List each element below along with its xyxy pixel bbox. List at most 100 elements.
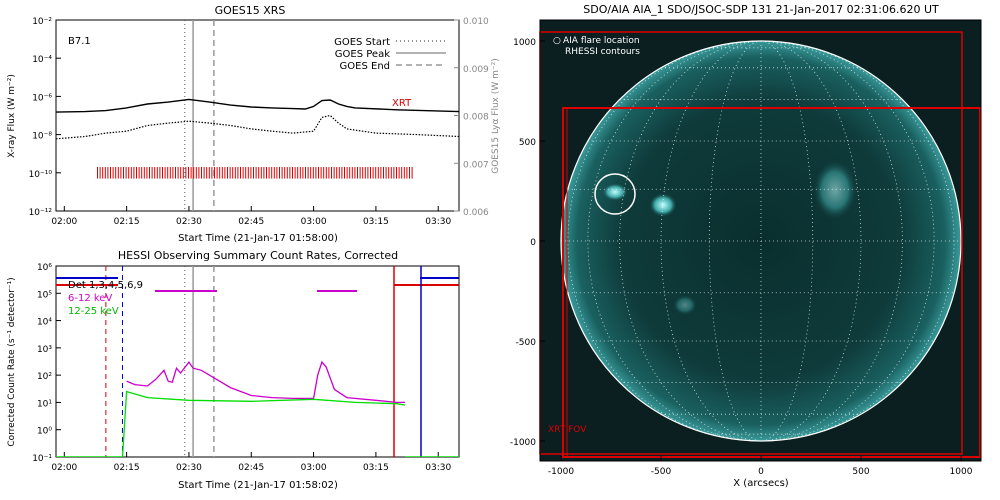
hessi-x-tick-label: 03:00 bbox=[301, 463, 327, 473]
legend-goes-peak-label: GOES Peak bbox=[335, 49, 390, 60]
goes-event-markers bbox=[184, 20, 215, 211]
goes-series bbox=[56, 98, 459, 140]
goes-xrs-panel: GOES15 XRS B7.1 10⁻¹²10⁻¹⁰10⁻⁸10⁻⁶10⁻⁴10… bbox=[7, 4, 501, 244]
goes-y-axis: 10⁻¹² 10⁻¹⁰ 10⁻⁸ 10⁻⁶ 10⁻⁴ 10⁻² bbox=[29, 17, 61, 218]
xrt-fov-box bbox=[562, 107, 981, 458]
legend-6-12-label: 6-12 keV bbox=[68, 293, 112, 304]
aia-x-label: X (arcsecs) bbox=[733, 478, 789, 489]
grid-longitude-line bbox=[567, 40, 762, 442]
goes-y-right-axis: 0.006 0.007 0.008 0.009 0.010 bbox=[454, 17, 489, 218]
hessi-y-tick-label: 10² bbox=[37, 372, 52, 382]
grid-longitude-line bbox=[619, 40, 762, 442]
legend-goes-start-label: GOES Start bbox=[334, 37, 390, 48]
aia-y-tick-label: 500 bbox=[519, 138, 536, 148]
grid-longitude-line bbox=[587, 40, 762, 442]
goes-plot-frame bbox=[55, 19, 460, 212]
hessi-x-tick-label: 03:15 bbox=[363, 463, 389, 473]
goes-y-right-tick-label: 0.007 bbox=[463, 160, 489, 170]
aia-flare-location-circle bbox=[594, 173, 636, 215]
xrt-label: XRT bbox=[392, 98, 412, 109]
aia-y-tick-label: 1000 bbox=[513, 38, 536, 48]
goes-x-axis: 02:00 02:15 02:30 02:45 03:00 03:15 03:30 bbox=[51, 206, 451, 227]
goes-x-tick-label: 02:00 bbox=[51, 217, 77, 227]
goes-y-tick-label: 10⁻¹⁰ bbox=[29, 170, 53, 180]
aia-x-tick-label: -1000 bbox=[548, 467, 574, 477]
aia-legend-symbol: ○ bbox=[553, 36, 561, 46]
grid-longitude-line bbox=[760, 40, 935, 442]
aia-title: SDO/AIA AIA_1 SDO/JSOC-SDP 131 21-Jan-20… bbox=[583, 3, 939, 16]
hessi-y-tick-label: 10⁰ bbox=[37, 427, 52, 437]
goes-x-tick-label: 02:45 bbox=[238, 217, 264, 227]
hessi-x-tick-label: 02:00 bbox=[51, 463, 77, 473]
hessi-x-axis: 02:00 02:15 02:30 02:45 03:00 03:15 03:30 bbox=[51, 452, 451, 473]
legend-goes-end-label: GOES End bbox=[340, 61, 390, 72]
hessi-plot-frame bbox=[55, 265, 460, 458]
hessi-x-tick-label: 02:15 bbox=[114, 463, 140, 473]
hessi-x-label: Start Time (21-Jan-17 01:58:02) bbox=[178, 480, 338, 491]
xrt-observation-ticks bbox=[97, 167, 413, 179]
hessi-y-tick-label: 10¹ bbox=[37, 399, 52, 409]
hessi-y-tick-label: 10³ bbox=[37, 345, 52, 355]
goes-x-tick-label: 03:00 bbox=[301, 217, 327, 227]
grid-longitude-line bbox=[760, 40, 955, 442]
hessi-x-tick-label: 02:30 bbox=[176, 463, 202, 473]
sun-limb bbox=[560, 40, 962, 442]
goes-y-right-tick-label: 0.006 bbox=[463, 208, 489, 218]
hessi-y-label: Corrected Count Rate (s⁻¹ detector⁻¹) bbox=[7, 277, 17, 446]
goes-y-right-label: GOES15 Lyα Flux (W m⁻²) bbox=[491, 58, 501, 174]
aia-y-tick-label: 0 bbox=[530, 238, 536, 248]
aia-x-axis: -1000 -500 0 500 1000 bbox=[548, 456, 973, 477]
goes-x-tick-label: 03:15 bbox=[363, 217, 389, 227]
hessi-series bbox=[56, 360, 459, 457]
hessi-x-tick-label: 02:45 bbox=[238, 463, 264, 473]
goes-x-label: Start Time (21-Jan-17 01:58:00) bbox=[178, 233, 338, 244]
legend-12-25-label: 12-25 keV bbox=[68, 306, 119, 317]
aia-legend-rhessi-contours: RHESSI contours bbox=[565, 47, 640, 57]
goes-panel-label: B7.1 bbox=[68, 36, 91, 47]
goes-series-solid bbox=[56, 98, 459, 113]
goes-legend: GOES Start GOES Peak GOES End bbox=[334, 37, 446, 72]
aia-y-axis: 1000 500 0 -500 -1000 bbox=[510, 38, 545, 448]
goes-y-tick-label: 10⁻² bbox=[32, 17, 52, 27]
goes-y-tick-label: 10⁻⁶ bbox=[32, 93, 52, 103]
goes-y-tick-label: 10⁻¹² bbox=[29, 208, 53, 218]
hessi-x-tick-label: 03:30 bbox=[425, 463, 451, 473]
aia-x-tick-label: 500 bbox=[852, 467, 869, 477]
goes-x-tick-label: 03:30 bbox=[425, 217, 451, 227]
goes-title: GOES15 XRS bbox=[215, 4, 286, 17]
goes-y-right-tick-label: 0.010 bbox=[463, 17, 489, 27]
hessi-y-tick-label: 10⁴ bbox=[37, 318, 52, 328]
grid-longitude-line bbox=[760, 40, 903, 442]
active-region-2 bbox=[813, 160, 857, 220]
hessi-y-axis: 10⁻¹ 10⁰ 10¹ 10² 10³ 10⁴ 10⁵ 10⁶ bbox=[32, 263, 61, 464]
active-region-1 bbox=[649, 193, 677, 217]
heliographic-grid bbox=[561, 40, 961, 442]
aia-x-tick-label: 0 bbox=[758, 467, 764, 477]
aia-y-tick-label: -500 bbox=[516, 338, 537, 348]
hessi-y-tick-label: 10⁶ bbox=[37, 263, 52, 273]
xrt-fov-label: XRT FOV bbox=[548, 425, 587, 435]
aia-x-tick-label: -500 bbox=[651, 467, 672, 477]
hessi-event-markers bbox=[105, 266, 215, 457]
hessi-y-tick-label: 10⁻¹ bbox=[32, 454, 52, 464]
goes-y-right-tick-label: 0.009 bbox=[463, 65, 489, 75]
hessi-title: HESSI Observing Summary Count Rates, Cor… bbox=[118, 249, 398, 262]
hessi-panel: HESSI Observing Summary Count Rates, Cor… bbox=[7, 249, 460, 491]
goes-y-tick-label: 10⁻⁴ bbox=[32, 55, 52, 65]
goes-y-label: X-ray Flux (W m⁻²) bbox=[7, 74, 17, 158]
active-region-3 bbox=[673, 295, 697, 315]
flare-brightening bbox=[602, 183, 628, 201]
aia-image-panel: SDO/AIA AIA_1 SDO/JSOC-SDP 131 21-Jan-20… bbox=[510, 3, 982, 489]
goes-x-tick-label: 02:15 bbox=[114, 217, 140, 227]
aia-legend-flare-location: AIA flare location bbox=[563, 36, 640, 46]
goes-y-right-tick-label: 0.008 bbox=[463, 113, 489, 123]
hessi-y-tick-label: 10⁵ bbox=[37, 290, 52, 300]
aia-x-tick-label: 1000 bbox=[950, 467, 973, 477]
goes-x-tick-label: 02:30 bbox=[176, 217, 202, 227]
aia-y-tick-label: -1000 bbox=[510, 438, 536, 448]
legend-det-label: Det 1,3,4,5,6,9 bbox=[68, 280, 143, 291]
goes-y-tick-label: 10⁻⁸ bbox=[32, 132, 52, 142]
hessi-series-6-12-keV bbox=[126, 360, 405, 404]
goes-series-dotted bbox=[56, 114, 459, 140]
